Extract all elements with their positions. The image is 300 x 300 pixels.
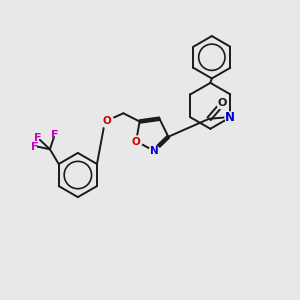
Text: O: O [103, 116, 112, 126]
Text: N: N [225, 111, 235, 124]
Text: N: N [150, 146, 159, 156]
Text: F: F [52, 130, 59, 140]
Text: F: F [34, 133, 41, 143]
Text: F: F [31, 142, 38, 152]
Text: O: O [131, 137, 140, 147]
Text: O: O [218, 98, 227, 109]
